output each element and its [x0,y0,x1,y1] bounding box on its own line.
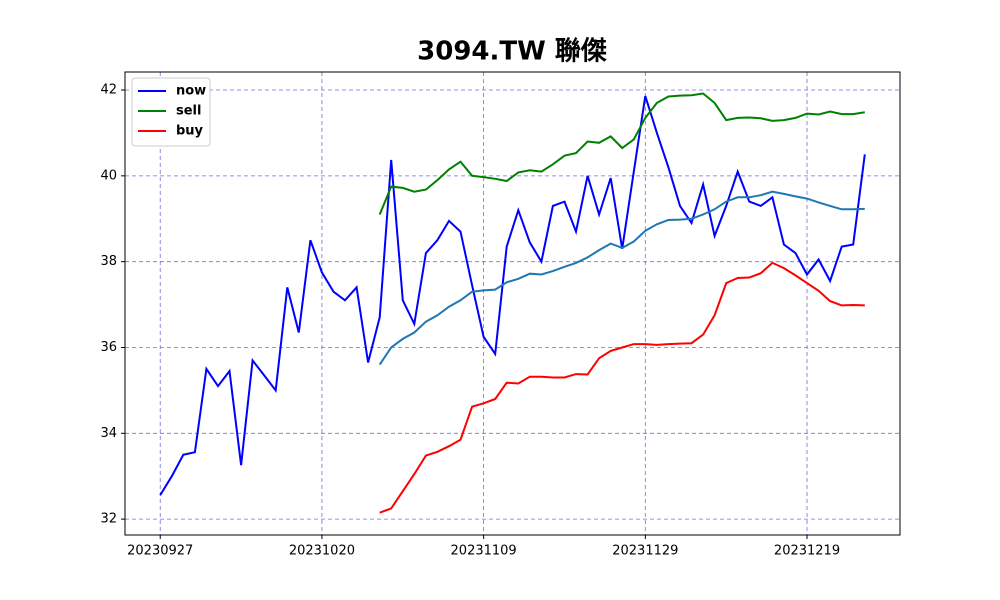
chart-title: 3094.TW 聯傑 [417,37,607,67]
x-tick-label: 20230927 [127,544,193,559]
legend-box [131,77,211,147]
y-tick-label: 32 [100,512,117,527]
x-tick-label: 20231129 [612,544,678,559]
y-tick-label: 38 [100,254,117,269]
legend-label: now [176,84,206,99]
y-tick-label: 34 [100,426,117,441]
y-tick-label: 36 [100,340,117,355]
legend-label: sell [176,104,201,119]
line-series [378,92,865,215]
line-series [379,261,865,514]
line-series [378,190,865,366]
x-tick-label: 20231020 [289,544,355,559]
x-tick-label: 20231219 [774,544,840,559]
y-tick-label: 40 [100,168,117,183]
x-tick-label: 20231109 [451,544,517,559]
y-tick-label: 42 [100,83,117,98]
legend-label: buy [176,124,204,139]
plot-frame [124,71,901,536]
